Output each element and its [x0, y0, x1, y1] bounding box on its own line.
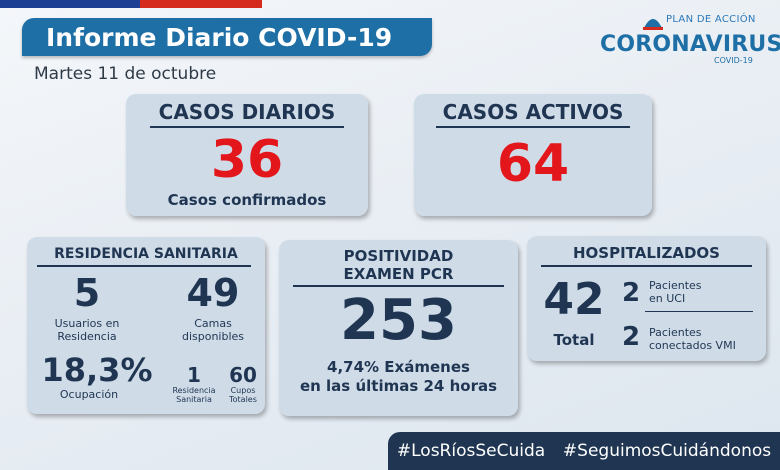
vmi-label-2: conectados VMI	[649, 339, 736, 352]
cupola-icon	[643, 19, 663, 30]
logo-sub-text: COVID-19	[714, 56, 753, 65]
residencia-title: RESIDENCIA SANITARIA	[54, 246, 238, 262]
usuarios-label-1: Usuarios en	[54, 317, 120, 330]
hashtag-los-rios: #LosRíosSeCuida	[396, 441, 546, 461]
hospitalizados-card: HOSPITALIZADOS 42 Total 2 Pacientes en U…	[527, 236, 766, 361]
coronavirus-logo: PLAN DE ACCIÓN CORONAVIRUS COVID-19	[596, 14, 780, 66]
ocupacion-value: 18,3%	[41, 351, 153, 389]
flag-blue-band	[0, 0, 140, 8]
camas-value: 49	[186, 271, 240, 315]
hashtag-bar: #LosRíosSeCuida #SeguimosCuidándonos	[388, 432, 780, 470]
casos-diarios-card: CASOS DIARIOS 36 Casos confirmados	[126, 94, 368, 216]
flag-strip	[0, 0, 262, 8]
usuarios-value: 5	[73, 271, 101, 315]
hospitalizados-rule	[541, 265, 752, 267]
uci-value: 2	[621, 278, 641, 308]
hospitalizados-title: HOSPITALIZADOS	[573, 244, 720, 262]
usuarios-label-2: Residencia	[57, 330, 117, 343]
camas-label-2: disponibles	[181, 330, 245, 343]
casos-diarios-rule	[150, 126, 344, 128]
casos-diarios-label: Casos confirmados	[167, 191, 327, 209]
camas-label-1: Camas	[194, 317, 232, 330]
hospitalizados-total-label: Total	[553, 331, 595, 349]
casos-activos-card: CASOS ACTIVOS 64	[414, 94, 652, 216]
casos-diarios-value: 36	[210, 130, 284, 190]
uci-label-2: en UCI	[649, 292, 686, 305]
hashtag-seguimos: #SeguimosCuidándonos	[562, 441, 772, 461]
vmi-value: 2	[621, 322, 641, 352]
flag-red-band	[140, 0, 262, 8]
cupos-label-2: Totales	[229, 395, 257, 404]
residencia-card: RESIDENCIA SANITARIA 5 Usuarios en Resid…	[27, 237, 265, 414]
positividad-line-1: 4,74% Exámenes	[327, 358, 470, 376]
hospitalizados-total-value: 42	[543, 274, 605, 325]
report-title: Informe Diario COVID-19	[22, 18, 432, 56]
logo-main-text: CORONAVIRUS	[600, 32, 780, 57]
positividad-line-2: en las últimas 24 horas	[299, 377, 498, 395]
cupos-label-1: Cupos	[230, 386, 256, 395]
casos-activos-value: 64	[496, 134, 570, 194]
positividad-title-1: POSITIVIDAD	[343, 247, 454, 265]
casos-activos-title: CASOS ACTIVOS	[442, 100, 624, 124]
uci-label-1: Pacientes	[649, 279, 702, 292]
residencia-count-label-2: Sanitaria	[176, 395, 212, 404]
report-date: Martes 11 de octubre	[34, 64, 217, 84]
casos-activos-rule	[436, 126, 630, 128]
residencia-count-value: 1	[187, 363, 201, 387]
hospitalizados-divider	[645, 311, 753, 312]
residencia-count-label-1: Residencia	[172, 386, 216, 395]
vmi-label-1: Pacientes	[649, 326, 702, 339]
positividad-rule	[293, 285, 504, 287]
residencia-rule	[37, 265, 251, 267]
positividad-value: 253	[340, 288, 457, 353]
positividad-card: POSITIVIDAD EXAMEN PCR 253 4,74% Exámene…	[279, 240, 518, 416]
casos-diarios-title: CASOS DIARIOS	[158, 100, 336, 124]
cupos-value: 60	[229, 363, 257, 387]
ocupacion-label: Ocupación	[59, 388, 119, 401]
positividad-title-2: EXAMEN PCR	[343, 265, 454, 283]
logo-top-line: PLAN DE ACCIÓN	[666, 14, 756, 25]
